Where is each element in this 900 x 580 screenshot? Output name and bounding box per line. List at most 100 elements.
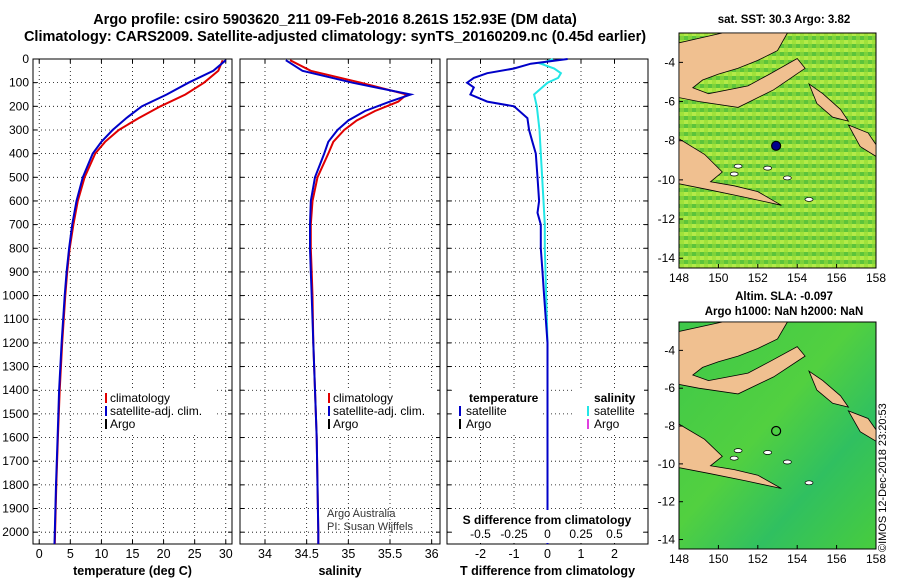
difference-legend-label: Argo — [594, 417, 620, 431]
temperature-panel-xtick-label: 25 — [188, 547, 202, 561]
depth-tick-label: 1900 — [2, 502, 29, 516]
sst-map-xtick-label: 158 — [866, 271, 886, 285]
sst-map-land-papua — [678, 138, 782, 206]
salinity-panel-xtick-label: 36 — [425, 547, 439, 561]
sla-map-land-new-britain — [678, 321, 806, 395]
sla-map-land-solomons — [847, 410, 877, 442]
depth-tick-label: 0 — [22, 52, 29, 66]
sst-map-island — [733, 163, 743, 169]
sst-map-xtick-label: 154 — [787, 271, 807, 285]
salinity-difference-tick-label: -0.5 — [470, 527, 491, 541]
salinity-panel-xtick-label: 34 — [258, 547, 272, 561]
sla-map-ytick-label: -10 — [658, 457, 676, 471]
sst-map-ytick-label: -10 — [658, 173, 676, 187]
depth-tick-label: 400 — [9, 147, 29, 161]
salinity-difference-tick-label: 0 — [544, 527, 551, 541]
salinity-difference-tick-label: 0.25 — [569, 527, 593, 541]
salinity-difference-tick-label: -0.25 — [500, 527, 528, 541]
temperature-satellite-line — [53, 59, 227, 545]
sst-map-ytick-label: -8 — [664, 134, 675, 148]
figure-title-line2: Climatology: CARS2009. Satellite-adjuste… — [23, 29, 647, 45]
depth-tick-label: 1500 — [2, 407, 29, 421]
difference-panel-xtick-label: -2 — [475, 547, 486, 561]
difference-panel-xtick-label: 1 — [578, 547, 585, 561]
salinity-legend-bg — [325, 388, 437, 434]
sla-map-ytick-label: -14 — [658, 533, 676, 547]
difference-legend-label: satellite — [594, 404, 635, 418]
difference-top-axis-bg — [453, 510, 643, 543]
difference-panel-xtick-label: 0 — [544, 547, 551, 561]
sla-map-ytick-label: -4 — [664, 343, 675, 357]
salinity-panel-xtick-label: 34.5 — [294, 547, 318, 561]
sst-map-ytick-label: -12 — [658, 212, 676, 226]
temperature-satellite-difference-line — [465, 58, 568, 544]
temperature-panel-xtick-label: 30 — [219, 547, 233, 561]
depth-tick-label: 500 — [9, 170, 29, 184]
sla-map-xtick-label: 158 — [866, 552, 886, 566]
sst-map-xtick-label: 152 — [748, 271, 768, 285]
sla-map-xtick-label: 148 — [669, 552, 689, 566]
salinity-panel-frame — [239, 58, 441, 545]
temperature-panel-xtick-label: 15 — [126, 547, 140, 561]
temperature-panel-xtick-label: 20 — [157, 547, 171, 561]
depth-tick-label: 700 — [9, 218, 29, 232]
temperature-xlabel: temperature (deg C) — [73, 564, 192, 578]
sla-map-title: Altim. SLA: -0.097 — [735, 291, 833, 303]
depth-tick-label: 1100 — [3, 312, 29, 326]
sst-map-xtick-label: 156 — [827, 271, 847, 285]
temperature-legend-label: Argo — [110, 417, 136, 431]
depth-tick-label: 1800 — [2, 478, 29, 492]
sst-map-xtick-label: 150 — [708, 271, 728, 285]
temperature-panel-xtick-label: 0 — [36, 547, 43, 561]
difference-legend-right-bg — [574, 388, 644, 434]
salinity-legend-label: satellite-adj. clim. — [333, 404, 425, 418]
depth-tick-label: 1400 — [2, 383, 29, 397]
temperature-panel-xtick-label: 5 — [67, 547, 74, 561]
sst-map-island — [782, 175, 792, 181]
sla-map-ytick-label: -12 — [658, 495, 676, 509]
sla-map-xtick-label: 150 — [708, 552, 728, 566]
salinity-legend-label: climatology — [333, 391, 393, 405]
sla-map-island — [804, 480, 814, 486]
difference-legend-heading: salinity — [594, 391, 636, 405]
depth-tick-label: 600 — [9, 194, 29, 208]
salinity-legend-label: Argo — [333, 417, 359, 431]
sla-map-land-papua — [678, 423, 782, 489]
sst-map-ytick-label: -6 — [664, 95, 675, 109]
difference-legend-label: satellite — [466, 404, 507, 418]
sla-map-subtitle: Argo h1000: NaN h2000: NaN — [704, 306, 864, 318]
sst-map-land-bougainville — [808, 82, 850, 122]
difference-legend-heading: temperature — [469, 391, 539, 405]
difference-panel-xtick-label: -1 — [508, 547, 519, 561]
salinity-difference-xlabel: S difference from climatology — [463, 513, 632, 527]
salinity-panel-xtick-label: 35.5 — [378, 547, 402, 561]
sst-map-land-new-britain — [678, 32, 806, 108]
depth-tick-label: 100 — [9, 76, 29, 90]
figure-title-line1: Argo profile: csiro 5903620_211 09-Feb-2… — [93, 12, 577, 28]
sst-map-xtick-label: 148 — [669, 271, 689, 285]
sla-map-land-bougainville — [808, 370, 850, 408]
depth-tick-label: 900 — [9, 265, 29, 279]
salinity-panel-xtick-label: 35 — [341, 547, 355, 561]
sla-map-island — [729, 455, 739, 461]
depth-tick-label: 1000 — [2, 289, 29, 303]
depth-tick-label: 1600 — [2, 431, 29, 445]
depth-tick-label: 1200 — [2, 336, 29, 350]
sla-map-island — [733, 448, 743, 453]
depth-tick-label: 1300 — [2, 360, 29, 374]
sst-map-land-solomons — [847, 124, 877, 158]
sst-map-island — [763, 165, 773, 171]
depth-tick-label: 1700 — [2, 454, 29, 468]
salinity-xlabel: salinity — [318, 564, 361, 578]
difference-legend-label: Argo — [466, 417, 492, 431]
difference-xlabel: T difference from climatology — [460, 564, 635, 578]
depth-tick-label: 2000 — [2, 525, 29, 539]
difference-panel-xtick-label: 2 — [611, 547, 618, 561]
sst-map-ytick-label: -14 — [658, 251, 676, 265]
sla-map-xtick-label: 156 — [827, 552, 847, 566]
depth-tick-label: 200 — [9, 99, 29, 113]
credit-line: PI: Susan Wijffels — [327, 521, 413, 533]
temperature-legend-label: climatology — [110, 391, 170, 405]
sst-map-ytick-label: -4 — [664, 55, 675, 69]
